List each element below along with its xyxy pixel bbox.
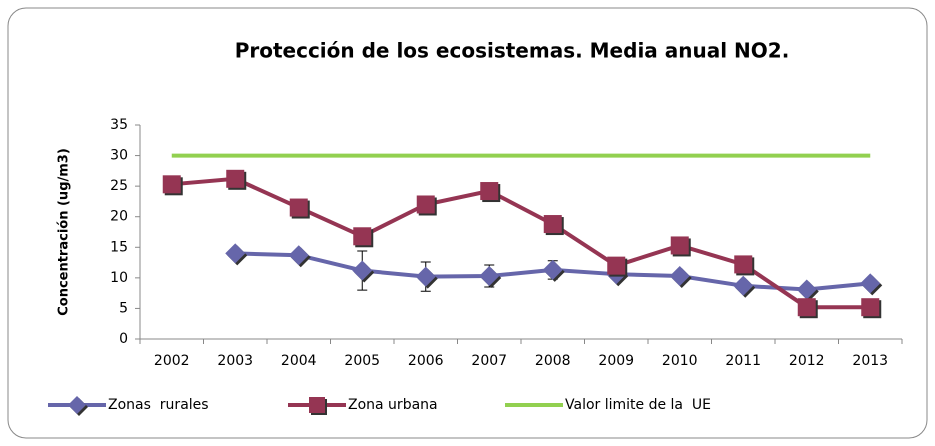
y-tick-label: 30 [110,148,128,164]
marker [479,266,500,287]
x-tick-label: 2007 [471,353,507,369]
x-tick-label: 2005 [344,353,380,369]
marker [162,175,181,194]
marker [289,198,308,217]
marker [68,396,86,414]
marker [734,255,753,274]
y-tick-label: 25 [110,178,128,194]
x-tick-label: 2002 [154,353,190,369]
x-tick-label: 2012 [789,353,825,369]
marker [669,266,690,287]
marker [796,279,817,300]
marker [353,227,372,246]
y-tick-label: 15 [110,239,128,255]
y-tick-label: 20 [110,209,128,225]
y-tick-label: 0 [119,331,128,347]
x-tick-label: 2004 [281,353,317,369]
marker [416,195,435,214]
marker [288,245,309,266]
marker [226,169,245,188]
chart-title: Protección de los ecosistemas. Media anu… [235,39,790,63]
x-tick-label: 2006 [408,353,444,369]
marker [543,215,562,234]
marker [542,259,563,280]
marker [670,236,689,255]
marker [415,266,436,287]
x-tick-label: 2011 [725,353,761,369]
marker [860,273,881,294]
y-tick-label: 10 [110,270,128,286]
x-tick-label: 2008 [535,353,571,369]
x-tick-label: 2010 [662,353,698,369]
legend-label: Zona urbana [348,397,438,413]
marker [309,397,325,413]
marker [861,298,880,317]
y-tick-label: 35 [110,117,128,133]
marker [733,275,754,296]
marker [352,260,373,281]
legend-label: Valor limite de la UE [565,397,711,413]
marker [607,256,626,275]
marker [225,243,246,264]
x-tick-label: 2003 [217,353,253,369]
marker [480,182,499,201]
x-tick-label: 2013 [852,353,888,369]
marker [797,298,816,317]
y-axis-label: Concentración (ug/m3) [57,148,72,316]
x-tick-label: 2009 [598,353,634,369]
legend-label: Zonas rurales [108,397,209,413]
y-tick-label: 5 [119,300,128,316]
chart-frame [7,7,928,439]
